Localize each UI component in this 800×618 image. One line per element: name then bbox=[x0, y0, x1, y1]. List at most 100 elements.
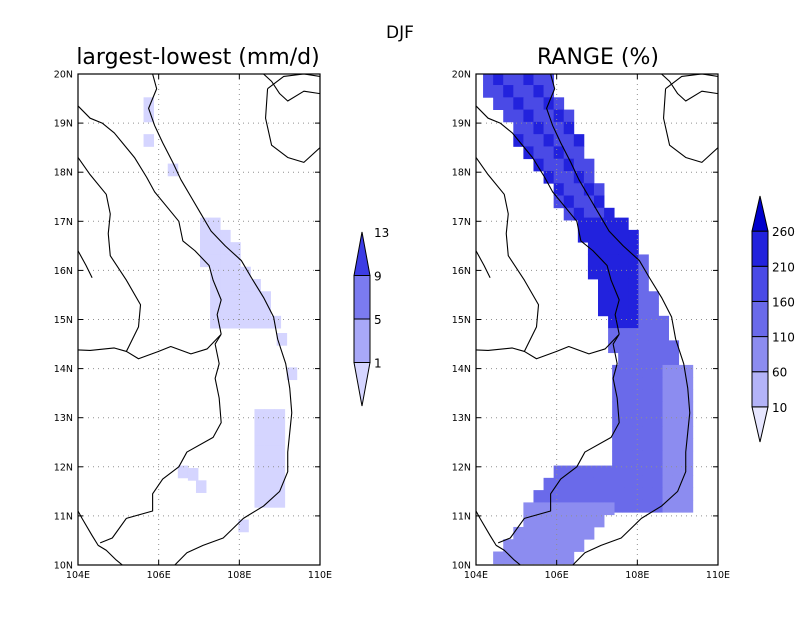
data-cell bbox=[563, 109, 575, 123]
data-cell bbox=[553, 490, 565, 503]
data-cell bbox=[543, 134, 555, 147]
data-cell bbox=[503, 109, 514, 123]
data-cell bbox=[573, 539, 585, 552]
data-cell bbox=[632, 364, 643, 378]
data-cell bbox=[668, 340, 680, 354]
data-cell bbox=[523, 85, 534, 98]
data-cell bbox=[543, 158, 555, 172]
data-cell bbox=[240, 303, 251, 317]
data-cell bbox=[632, 499, 643, 513]
data-cell bbox=[672, 499, 684, 513]
data-cell bbox=[573, 158, 585, 172]
data-cell bbox=[270, 315, 282, 329]
data-cell bbox=[503, 551, 514, 565]
data-cell bbox=[632, 426, 643, 439]
data-cell bbox=[563, 551, 575, 565]
data-cell bbox=[658, 315, 669, 329]
data-cell bbox=[672, 438, 684, 452]
data-cell bbox=[652, 426, 663, 439]
colorbar-label: 5 bbox=[374, 313, 382, 327]
data-cell bbox=[493, 74, 504, 86]
lon-tick-label: 108E bbox=[227, 570, 251, 581]
data-cell bbox=[553, 465, 565, 479]
lat-tick-label: 19N bbox=[452, 119, 471, 130]
data-cell bbox=[177, 465, 189, 479]
data-cell bbox=[672, 401, 684, 415]
data-cell bbox=[622, 450, 633, 464]
data-cell bbox=[503, 74, 514, 86]
lat-tick-label: 17N bbox=[452, 217, 471, 228]
data-cell bbox=[533, 109, 544, 123]
data-cell bbox=[648, 291, 659, 304]
data-cell bbox=[254, 482, 265, 496]
data-cell bbox=[553, 551, 565, 565]
data-cell bbox=[254, 495, 265, 508]
data-cell bbox=[264, 421, 276, 435]
lat-tick-label: 13N bbox=[54, 413, 73, 424]
data-cell bbox=[608, 291, 619, 304]
lon-tick-label: 110E bbox=[308, 570, 332, 581]
data-cell bbox=[240, 266, 251, 280]
data-cell bbox=[618, 229, 629, 243]
data-cell bbox=[513, 97, 524, 110]
data-cell bbox=[483, 85, 494, 98]
data-cell bbox=[523, 502, 534, 516]
data-cell bbox=[274, 458, 286, 471]
data-cell bbox=[553, 502, 565, 516]
data-cell bbox=[533, 539, 544, 552]
data-cell bbox=[682, 463, 694, 476]
coastline bbox=[263, 74, 320, 102]
data-cell bbox=[264, 470, 276, 484]
data-cell bbox=[672, 450, 684, 464]
data-cell bbox=[618, 291, 629, 304]
lat-tick-label: 19N bbox=[54, 119, 73, 130]
data-cell bbox=[608, 303, 619, 317]
lon-tick-label: 104E bbox=[464, 570, 488, 581]
data-cell bbox=[652, 463, 663, 476]
data-cell bbox=[642, 401, 653, 415]
data-cell bbox=[652, 377, 663, 390]
data-cell bbox=[543, 170, 555, 184]
data-cell bbox=[648, 303, 659, 317]
data-cell bbox=[583, 490, 595, 503]
lon-tick-label: 108E bbox=[625, 570, 649, 581]
data-cell bbox=[672, 475, 684, 489]
data-cell bbox=[563, 134, 575, 147]
data-cell bbox=[543, 146, 555, 160]
data-cell bbox=[598, 217, 609, 231]
data-cell bbox=[628, 328, 639, 341]
lat-tick-label: 12N bbox=[54, 462, 73, 473]
data-cell bbox=[612, 389, 623, 403]
data-cell bbox=[638, 340, 649, 354]
data-cell bbox=[573, 490, 585, 503]
data-cell bbox=[652, 389, 663, 403]
data-cell bbox=[167, 163, 179, 177]
data-cell bbox=[593, 490, 605, 503]
data-cell bbox=[523, 134, 534, 147]
data-cell bbox=[250, 291, 261, 304]
data-cell bbox=[583, 526, 595, 540]
data-cell bbox=[642, 364, 653, 378]
data-cell bbox=[593, 183, 605, 196]
lat-tick-label: 16N bbox=[54, 266, 73, 277]
lat-tick-label: 10N bbox=[54, 561, 73, 572]
data-cell bbox=[543, 477, 555, 491]
data-cell bbox=[563, 121, 575, 135]
country-border bbox=[476, 250, 491, 279]
country-border bbox=[476, 105, 620, 335]
colorbar-segment bbox=[353, 318, 371, 363]
data-cell bbox=[573, 526, 585, 540]
data-cell bbox=[658, 352, 669, 366]
data-cell bbox=[533, 146, 544, 160]
data-cell bbox=[493, 85, 504, 98]
data-cell bbox=[553, 109, 565, 123]
colorbar-label: 13 bbox=[374, 226, 389, 240]
data-cell bbox=[573, 465, 585, 479]
lat-tick-label: 12N bbox=[452, 462, 471, 473]
data-cell bbox=[598, 278, 609, 292]
colorbar-segment bbox=[751, 406, 769, 443]
data-cell bbox=[573, 195, 585, 209]
data-cell bbox=[240, 278, 251, 292]
data-cell bbox=[254, 445, 265, 459]
data-cell bbox=[523, 97, 534, 110]
